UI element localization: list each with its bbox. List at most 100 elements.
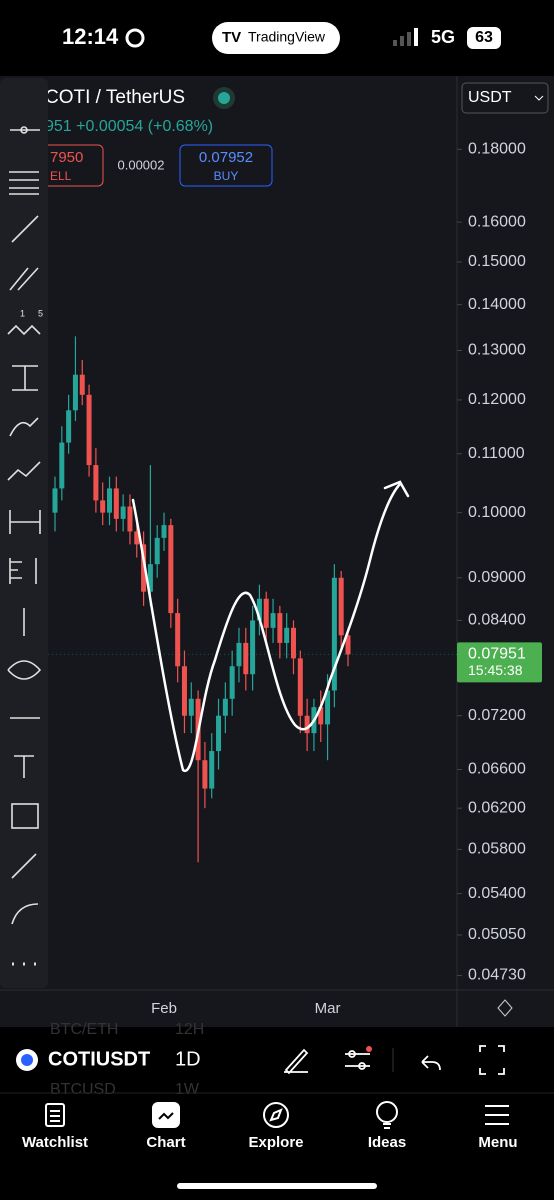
battery [467, 27, 501, 49]
last-price-label: 0.07951 [468, 646, 526, 663]
candle-body [297, 658, 303, 716]
y-tick-label: 0.04730 [468, 967, 526, 984]
currency-select[interactable] [461, 82, 549, 114]
candle-body [100, 500, 106, 513]
plot: 0.18000 0.16000 0.15000 0.14000 0.13000 0.120… [48, 141, 542, 1017]
chart-bg [0, 76, 554, 1027]
currency: USDT [468, 89, 512, 106]
y-tick-label: 0.06600 [468, 761, 526, 778]
candle-body [263, 598, 269, 628]
y-tick-label: 0.15000 [468, 253, 526, 270]
nav-label[interactable]: Ideas [368, 1134, 406, 1151]
buy-button[interactable] [179, 144, 273, 187]
candle-body [229, 666, 235, 699]
buy-label: BUY [214, 169, 239, 183]
y-tick-label: 0.14000 [468, 296, 526, 313]
candle-body [331, 577, 337, 691]
y-tick-label: 0.12000 [468, 391, 526, 408]
candle-body [107, 488, 113, 513]
coin-icon-inner [21, 1054, 33, 1066]
candle-body [209, 751, 215, 789]
y-tick-label: 0.18000 [468, 141, 526, 158]
battery-level: 63 [475, 29, 493, 46]
candle-body [168, 525, 174, 614]
ghost-item: BTCUSD [50, 1081, 116, 1098]
last-price-box [457, 642, 542, 683]
status-dot [218, 92, 230, 104]
nav-label[interactable]: Menu [478, 1134, 517, 1151]
network: 5G [431, 27, 455, 47]
y-tick-label: 0.11000 [468, 445, 525, 462]
bottom-symbol[interactable]: COTIUSDT [48, 1048, 150, 1070]
nav-icons[interactable] [45, 1101, 509, 1129]
candle-body [79, 374, 85, 395]
candle-body [120, 506, 126, 519]
nav-bar: Watchlist Chart Explore Ideas Menu [22, 1134, 518, 1151]
candle-body [127, 506, 133, 532]
ghost-item: 12H [175, 1021, 204, 1038]
candle-body [93, 465, 99, 501]
drawing-toolbar [0, 78, 48, 988]
axis-settings[interactable] [497, 999, 513, 1017]
y-tick-label: 0.09000 [468, 569, 526, 586]
nav-label[interactable]: Explore [248, 1134, 303, 1151]
y-tick-label: 0.05050 [468, 926, 526, 943]
symbol-bar [0, 1027, 554, 1093]
ghost-item: BTC/ETH [50, 1021, 118, 1038]
nav-label[interactable]: Chart [146, 1134, 185, 1151]
y-tick-label: 0.13000 [468, 342, 526, 359]
candle-body [202, 760, 208, 789]
candle-body [66, 410, 72, 443]
candle-body [72, 374, 78, 411]
y-tick-label: 0.05800 [468, 841, 526, 858]
y-tick-label: 0.10000 [468, 504, 526, 521]
y-tick-label: 0.06200 [468, 799, 526, 816]
toolbar-icons[interactable] [7, 126, 42, 966]
chevron [534, 95, 544, 101]
sell-price: 7950 [50, 149, 83, 166]
candle-body [52, 488, 58, 513]
candle-body [175, 613, 181, 667]
candle-body [277, 613, 283, 643]
y-tick-label: 0.16000 [468, 213, 526, 230]
candle-body [181, 666, 187, 716]
candle-body [338, 577, 344, 636]
candle-body [141, 544, 147, 592]
buy-price: 0.07952 [199, 149, 253, 166]
candle-body [134, 531, 140, 545]
candle-body [250, 620, 256, 675]
candle-body [304, 715, 310, 734]
drawn-arrow [131, 480, 410, 772]
fib-label: 5 [38, 308, 43, 318]
candle-body [270, 613, 276, 628]
app-name: TradingView [248, 29, 326, 45]
sell-label: ELL [50, 169, 72, 183]
status-time: 12:14 [62, 24, 119, 49]
symbol[interactable]: COTI / TetherUS [45, 87, 185, 108]
nav-label[interactable]: Watchlist [22, 1134, 88, 1151]
candle-body [222, 698, 228, 716]
candle-body [345, 635, 351, 655]
countdown: 15:45:38 [468, 662, 523, 678]
interval[interactable]: 1D [175, 1048, 201, 1070]
home-indicator [177, 1183, 377, 1189]
candle-body [256, 598, 262, 621]
candle-body [86, 394, 92, 466]
y-tick-label: 0.07200 [468, 707, 526, 724]
candle-body [284, 627, 290, 643]
settings-glyph [125, 28, 145, 48]
candle-body [290, 627, 296, 659]
candle-body [243, 642, 249, 675]
app-pill [212, 22, 340, 54]
candle-body [318, 707, 324, 725]
candle-body [188, 698, 194, 716]
candle-body [216, 715, 222, 752]
bar-icons[interactable] [284, 1045, 505, 1075]
change-line: 951 +0.00054 (+0.68%) [45, 118, 213, 135]
badge [366, 1046, 372, 1052]
candle-body [236, 642, 242, 667]
candle-body [161, 525, 167, 538]
y-tick-label: 0.05400 [468, 885, 526, 902]
x-tick-label: Feb [151, 1000, 177, 1017]
